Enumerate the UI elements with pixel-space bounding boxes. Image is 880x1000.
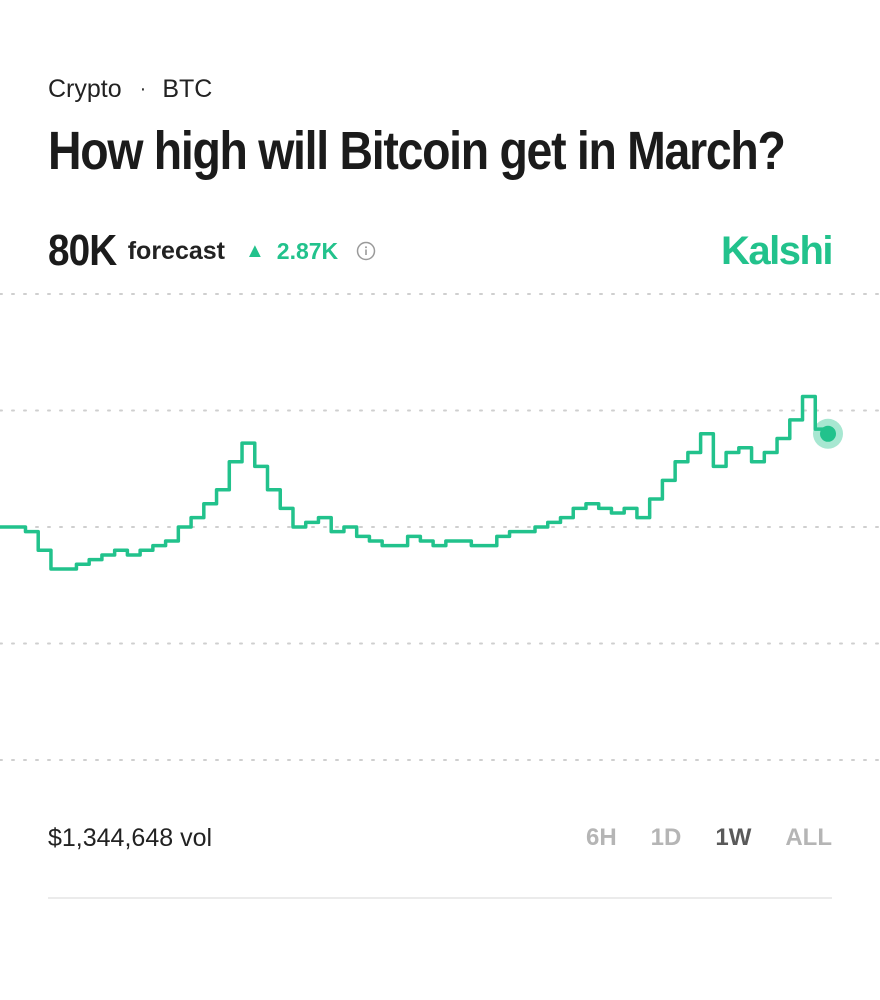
chart-footer: $1,344,648 vol 6H 1D 1W ALL bbox=[48, 818, 832, 858]
market-title: How high will Bitcoin get in March? bbox=[48, 121, 786, 181]
kalshi-logo[interactable]: Kalshi bbox=[720, 228, 834, 273]
range-6h-button[interactable]: 6H bbox=[552, 824, 617, 852]
series-line bbox=[0, 394, 830, 571]
breadcrumb-separator: · bbox=[139, 77, 147, 100]
triangle-up-icon: ▲ bbox=[244, 239, 265, 262]
forecast-label: forecast bbox=[127, 236, 225, 265]
section-divider bbox=[48, 897, 832, 899]
breadcrumb-asset-link[interactable]: BTC bbox=[162, 74, 213, 103]
range-1w-button[interactable]: 1W bbox=[681, 824, 751, 852]
range-all-button[interactable]: ALL bbox=[751, 824, 832, 852]
breadcrumb-category-link[interactable]: Crypto bbox=[48, 74, 122, 103]
volume-text: $1,344,648 vol bbox=[48, 823, 213, 852]
breadcrumb: Crypto · BTC bbox=[48, 72, 212, 106]
forecast-row: 80K forecast ▲ 2.87K bbox=[48, 222, 376, 280]
range-1d-button[interactable]: 1D bbox=[617, 824, 682, 852]
price-chart bbox=[0, 293, 880, 761]
time-range-selector: 6H 1D 1W ALL bbox=[552, 824, 832, 852]
forecast-change-value: 2.87K bbox=[276, 237, 339, 264]
last-point-marker bbox=[820, 425, 836, 442]
info-circle-icon[interactable] bbox=[356, 241, 376, 261]
chart-gridlines bbox=[0, 293, 880, 761]
forecast-change: ▲ 2.87K bbox=[245, 238, 338, 265]
forecast-value: 80K bbox=[48, 226, 117, 275]
